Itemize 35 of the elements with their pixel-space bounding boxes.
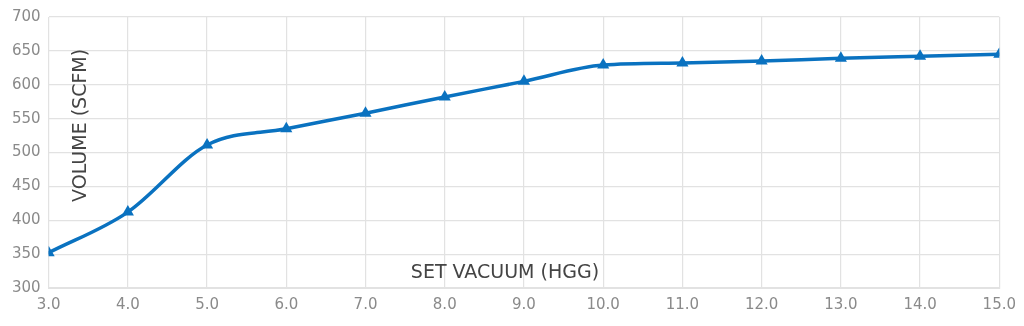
x-axis-title: SET VACUUM (HGG)	[410, 259, 600, 282]
x-tick-label: 4.0	[115, 294, 140, 313]
y-tick-label: 400	[11, 210, 41, 229]
x-tick-label: 10.0	[586, 294, 620, 313]
point	[834, 51, 847, 62]
x-tick-label: 14.0	[903, 294, 937, 313]
y-axis-title: VOLUME (SCFM)	[67, 48, 90, 202]
x-tick-label: 9.0	[512, 294, 536, 313]
x-tick-label: 12.0	[744, 294, 779, 313]
x-tick-label: 7.0	[353, 294, 378, 313]
point	[517, 74, 531, 85]
y-tick-label: 500	[11, 142, 41, 161]
point	[121, 205, 134, 216]
x-tick-label: 6.0	[274, 294, 299, 313]
y-tick-label: 300	[11, 277, 41, 296]
y-tick-label: 550	[11, 108, 41, 127]
y-tick-label: 600	[11, 74, 41, 93]
y-tick-label: 450	[11, 176, 41, 195]
x-tick-label: 5.0	[195, 294, 220, 313]
point	[755, 54, 768, 65]
point	[201, 138, 214, 149]
point	[359, 106, 372, 117]
point	[280, 121, 293, 133]
point	[676, 56, 689, 67]
point	[597, 58, 610, 69]
point	[914, 49, 927, 60]
y-tick-label: 350	[11, 244, 41, 263]
y-tick-label: 700	[11, 6, 41, 25]
x-tick-label: 8.0	[432, 294, 457, 313]
x-tick-label: 11.0	[665, 294, 700, 313]
x-tick-label: 15.0	[982, 294, 1016, 313]
point	[438, 89, 451, 101]
x-tick-label: 13.0	[824, 294, 858, 313]
x-tick-label: 3.0	[36, 294, 61, 313]
y-tick-label: 650	[11, 40, 41, 59]
